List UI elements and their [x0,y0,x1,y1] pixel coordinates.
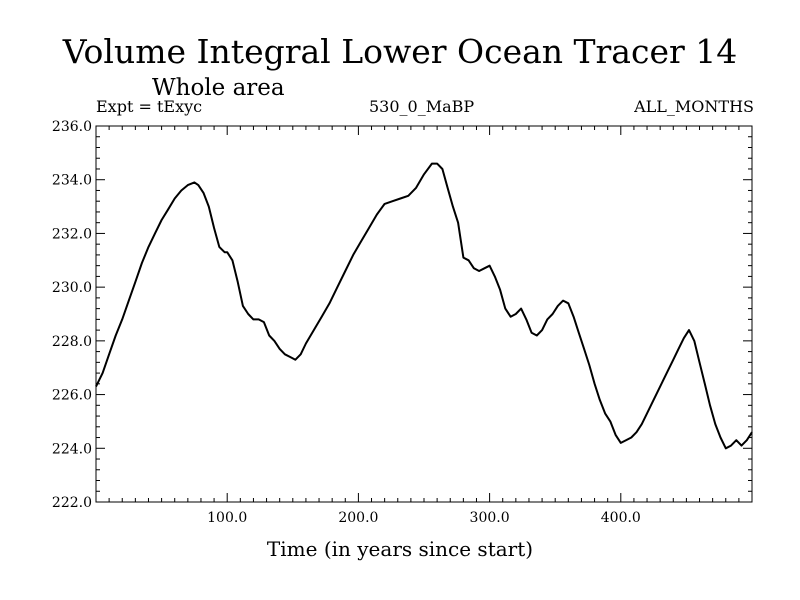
y-tick-label: 230.0 [52,280,92,296]
series-line-0 [95,162,753,450]
y-tick-label: 222.0 [52,495,92,511]
x-tick-label: 200.0 [338,510,378,526]
experiment-label: Expt = tExyc [96,97,203,116]
chart-subtitle: Whole area [152,75,285,101]
x-tick-label: 300.0 [470,510,510,526]
axis-tick-labels: 100.0 200.0 300.0 400.0 222.0 224.0 226.0 228.0… [52,119,641,526]
x-axis-label: Time (in years since start) [266,537,534,561]
months-label: ALL_MONTHS [634,97,754,116]
y-tick-label: 224.0 [52,441,92,457]
series-layer [95,162,753,450]
period-label: 530_0_MaBP [369,97,475,116]
axis-ticks [96,126,752,502]
plot-frame [95,125,753,503]
y-tick-label: 226.0 [52,388,92,404]
y-tick-label: 234.0 [52,173,92,189]
y-tick-label: 236.0 [52,119,92,135]
y-tick-label: 232.0 [52,226,92,242]
x-tick-label: 400.0 [601,510,641,526]
chart-title: Volume Integral Lower Ocean Tracer 14 [62,32,738,71]
x-tick-label: 100.0 [207,510,247,526]
y-tick-label: 228.0 [52,334,92,350]
